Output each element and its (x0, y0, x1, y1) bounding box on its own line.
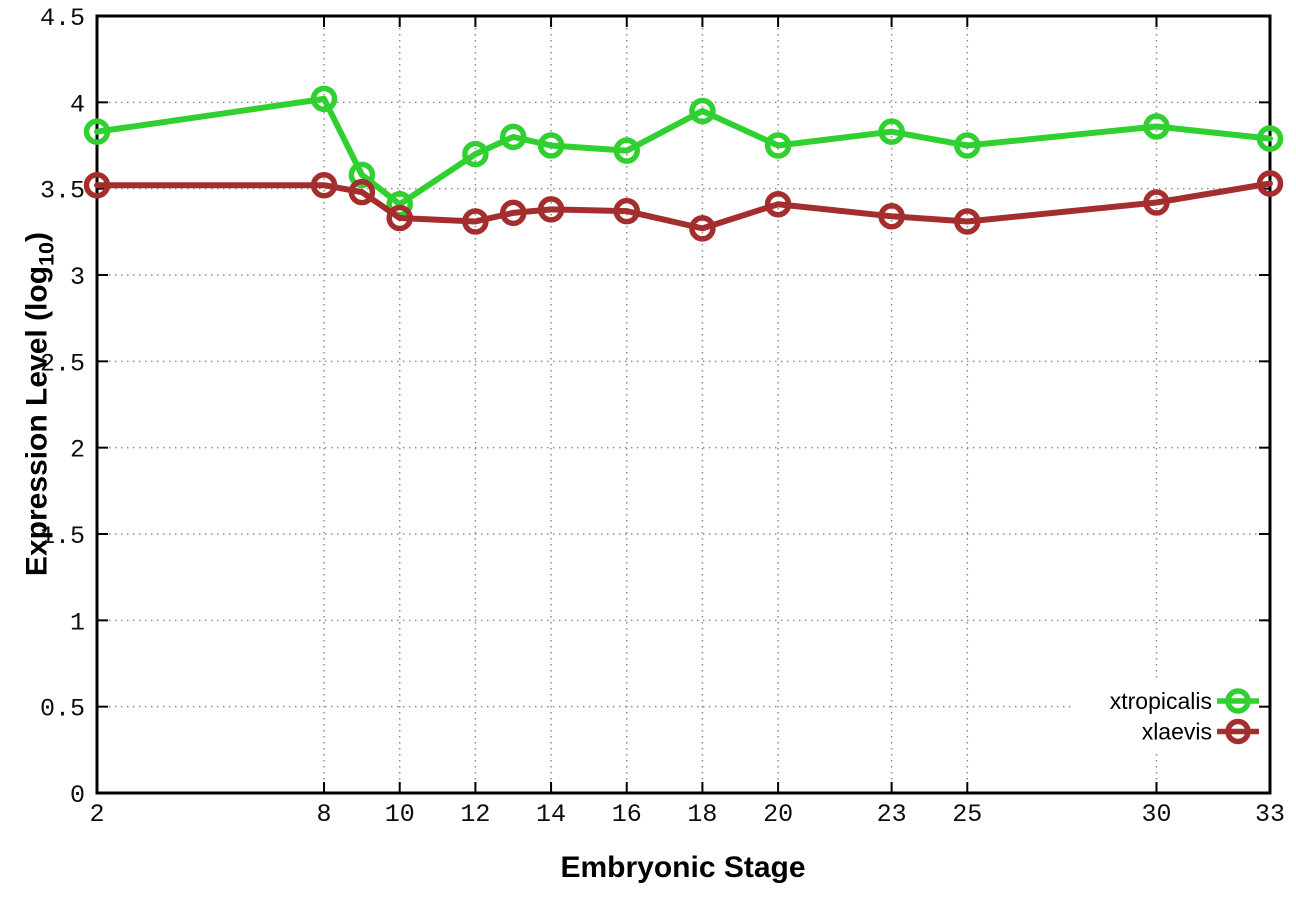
data-point-xtropicalis (310, 85, 338, 113)
data-point-xtropicalis (954, 132, 981, 159)
legend-marker-xtropicalis (1225, 688, 1251, 714)
y-tick-label: 0 (70, 781, 85, 810)
x-tick-label: 20 (763, 800, 793, 829)
data-point-xtropicalis (462, 140, 489, 168)
y-tick-label: 3 (70, 263, 85, 292)
data-point-xlaevis (310, 171, 338, 199)
y-tick-label: 4 (70, 90, 85, 119)
data-point-xlaevis (348, 178, 376, 206)
legend-layer: xtropicalis xlaevis (1110, 688, 1259, 745)
series-line-xlaevis (94, 180, 1273, 232)
data-point-xtropicalis (1143, 113, 1170, 140)
y-axis-title-suffix: ) (20, 231, 54, 242)
x-tick-label: 16 (612, 800, 642, 829)
data-point-xtropicalis (764, 132, 792, 159)
data-point-xlaevis (386, 204, 413, 232)
data-point-xtropicalis (878, 118, 905, 145)
data-point-xlaevis (462, 208, 489, 235)
x-tick-label: 8 (317, 800, 332, 829)
x-tick-label: 10 (385, 800, 415, 829)
y-tick-label: 1 (70, 608, 85, 637)
y-tick-label: 1.5 (40, 522, 85, 551)
data-point-xlaevis (954, 208, 981, 235)
data-point-xlaevis (878, 203, 905, 230)
x-tick-label: 25 (952, 800, 982, 829)
y-tick-label: 4.5 (40, 4, 85, 33)
y-axis-title-text: Expression Level (log (20, 265, 54, 577)
x-axis-title: Embryonic Stage (560, 851, 806, 884)
x-tick-label: 12 (460, 800, 490, 829)
x-tick-label: 14 (536, 800, 566, 829)
data-point-xtropicalis (689, 97, 716, 125)
data-point-xtropicalis (348, 161, 376, 189)
legend-label-xtropicalis: xtropicalis (1110, 688, 1212, 714)
legend-marker-xlaevis (1225, 718, 1251, 745)
data-point-xlaevis (83, 171, 111, 199)
y-tick-label: 2 (70, 436, 85, 465)
data-point-xlaevis (764, 190, 792, 218)
y-axis-title: Expression Level (log10) (21, 232, 60, 576)
data-point-xlaevis (537, 196, 565, 223)
y-tick-label: 0.5 (40, 695, 85, 724)
x-tick-label: 2 (89, 800, 104, 829)
data-point-xtropicalis (499, 123, 527, 151)
data-point-xlaevis (689, 215, 716, 242)
data-point-xtropicalis (613, 137, 640, 164)
x-tick-label: 23 (877, 800, 907, 829)
data-point-xtropicalis (537, 132, 565, 159)
data-point-xtropicalis (1256, 125, 1284, 152)
data-point-xlaevis (1143, 189, 1170, 216)
y-axis-title-subscript: 10 (33, 241, 59, 266)
axes-layer: 2 8 10 12 14 16 18 20 23 25 30 33 0 0.5 1 1.5 2 2.5 3 3.5 4 4… (40, 4, 1285, 829)
y-tick-label: 2.5 (40, 349, 85, 378)
x-tick-label: 30 (1141, 800, 1171, 829)
data-point-xlaevis (499, 199, 527, 227)
x-tick-label: 33 (1255, 800, 1285, 829)
data-point-xlaevis (1256, 170, 1284, 197)
plot-border (95, 14, 1272, 795)
data-point-xtropicalis (83, 118, 111, 145)
x-tick-label: 18 (687, 800, 717, 829)
data-point-xlaevis (613, 197, 640, 225)
series-layer (83, 85, 1284, 242)
legend-label-xlaevis: xlaevis (1142, 719, 1212, 745)
y-tick-label: 3.5 (40, 177, 85, 206)
